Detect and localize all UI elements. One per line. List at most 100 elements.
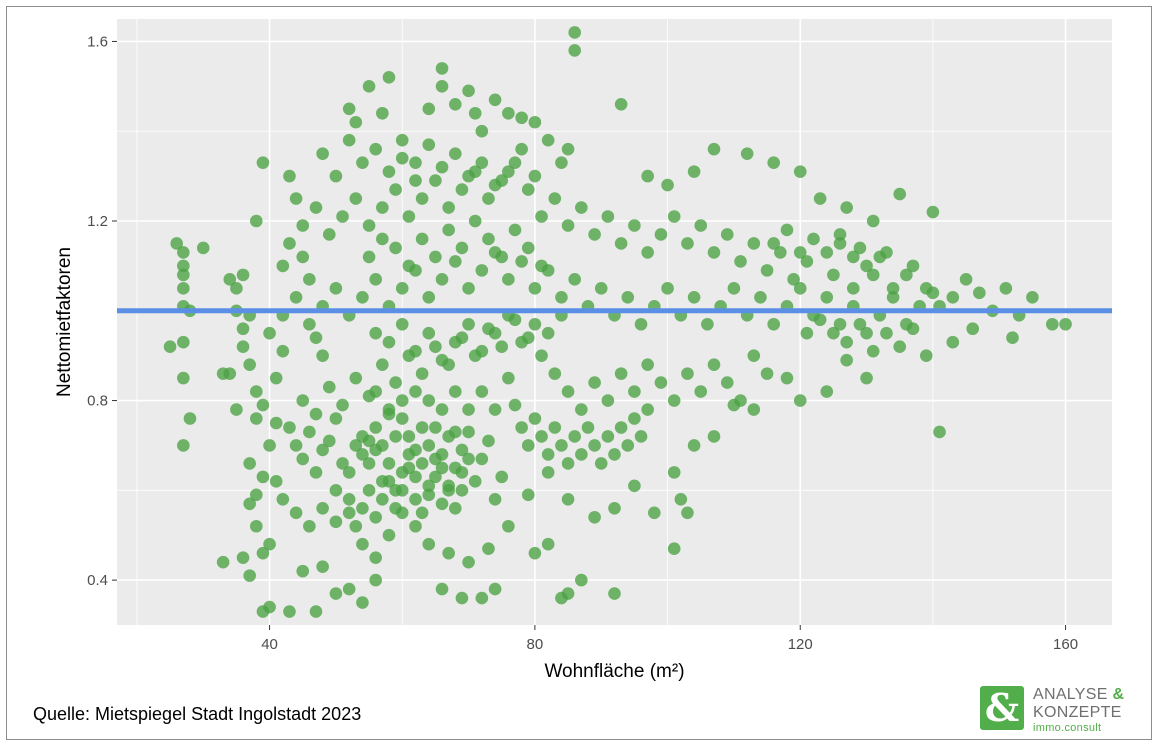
data-point — [177, 335, 190, 349]
data-point — [395, 133, 409, 147]
data-point — [495, 250, 509, 264]
data-point — [449, 335, 462, 349]
y-tick-label: 1.2 — [87, 213, 108, 230]
data-point — [289, 439, 303, 452]
data-point — [462, 169, 475, 183]
data-point — [296, 250, 310, 264]
data-point — [747, 237, 761, 250]
data-point — [541, 466, 555, 479]
data-point — [800, 326, 814, 340]
data-point — [382, 71, 396, 84]
data-point — [793, 282, 807, 295]
data-point — [594, 282, 608, 295]
data-point — [502, 106, 515, 120]
data-point — [376, 201, 389, 214]
data-point — [442, 546, 455, 560]
data-point — [177, 259, 190, 273]
data-point — [886, 291, 900, 304]
data-point — [648, 506, 661, 520]
data-point — [906, 322, 920, 336]
data-point — [369, 443, 383, 457]
data-point — [973, 286, 986, 300]
data-point — [462, 403, 475, 416]
data-point — [475, 124, 489, 138]
data-point — [409, 470, 422, 484]
data-point — [667, 542, 681, 555]
data-point — [541, 537, 555, 551]
data-point — [329, 515, 343, 529]
data-point — [329, 484, 343, 497]
data-point — [243, 569, 256, 582]
data-point — [521, 241, 535, 255]
data-point — [628, 219, 641, 232]
data-point — [475, 344, 489, 358]
data-point — [667, 210, 681, 223]
logo-word-konzepte: KONZEPTE — [1033, 704, 1122, 721]
data-point — [429, 340, 442, 353]
data-point — [449, 255, 462, 268]
data-point — [780, 371, 794, 385]
logo-word-analyse: ANALYSE — [1033, 686, 1108, 703]
data-point — [289, 291, 303, 304]
data-point — [329, 412, 343, 425]
data-point — [329, 587, 343, 600]
data-point — [568, 430, 581, 443]
data-point — [793, 246, 807, 259]
data-point — [382, 457, 396, 470]
data-point — [482, 192, 495, 205]
data-point — [395, 282, 409, 295]
data-point — [521, 439, 535, 452]
data-point — [415, 457, 429, 470]
data-point — [561, 142, 575, 156]
data-point — [382, 335, 396, 349]
data-point — [369, 385, 383, 398]
data-point — [515, 255, 528, 268]
data-point — [860, 326, 873, 340]
data-point — [316, 501, 329, 515]
data-point — [342, 102, 356, 116]
data-point — [223, 367, 237, 380]
data-point — [475, 264, 489, 277]
data-point — [256, 546, 270, 560]
data-point — [435, 461, 449, 475]
data-point — [409, 156, 422, 169]
data-point — [389, 376, 402, 389]
data-point — [588, 228, 601, 241]
data-point — [687, 439, 701, 452]
data-point — [356, 537, 369, 551]
data-point — [249, 412, 263, 425]
data-points — [163, 26, 1072, 618]
data-point — [422, 537, 436, 551]
data-point — [316, 560, 329, 573]
data-point — [177, 268, 190, 282]
data-point — [415, 232, 429, 246]
data-point — [681, 367, 694, 380]
x-tick-label: 120 — [788, 636, 813, 653]
data-point — [462, 282, 475, 295]
data-point — [634, 430, 648, 443]
data-point — [435, 497, 449, 511]
data-point — [395, 317, 409, 331]
data-point — [389, 501, 402, 515]
data-point — [495, 470, 509, 484]
data-point — [429, 421, 442, 434]
data-point — [389, 183, 402, 196]
data-point — [409, 174, 422, 187]
data-point — [840, 201, 853, 214]
data-point — [322, 434, 336, 448]
data-point — [946, 335, 960, 349]
data-point — [243, 457, 256, 470]
data-point — [342, 133, 356, 147]
data-point — [376, 358, 389, 371]
data-point — [296, 452, 310, 466]
data-point — [508, 156, 522, 169]
data-point — [243, 358, 256, 371]
data-point — [873, 250, 887, 264]
data-point — [833, 228, 847, 241]
y-axis-title: Nettomietfaktoren — [54, 247, 75, 397]
data-point — [462, 425, 475, 439]
data-point — [196, 241, 210, 255]
data-point — [528, 115, 542, 129]
data-point — [283, 605, 296, 618]
